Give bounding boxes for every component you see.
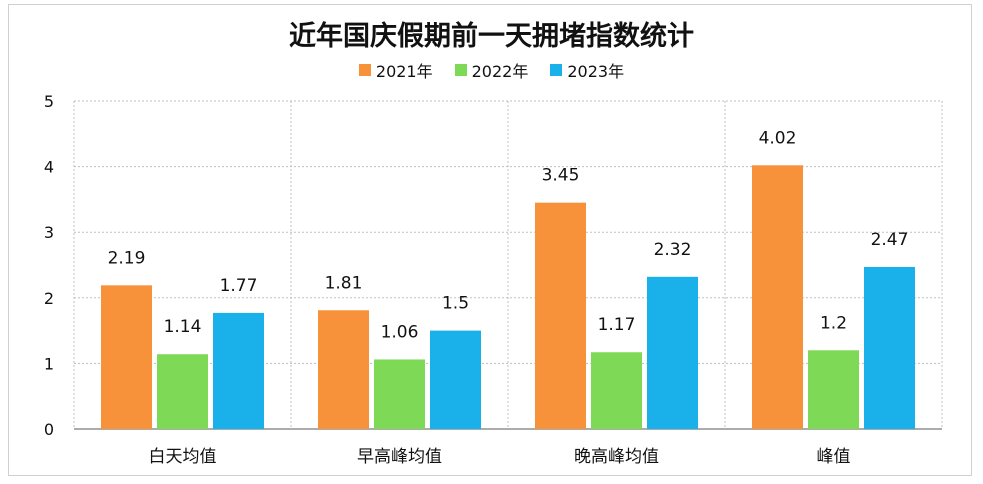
legend-swatch-2021 <box>358 64 371 76</box>
bars-layer <box>101 165 915 429</box>
data-label: 2.47 <box>871 230 909 250</box>
bar-2022年-晚高峰均值 <box>591 352 642 429</box>
bar-2023年-峰值 <box>864 266 915 429</box>
legend-swatch-2023 <box>550 64 563 76</box>
y-tick-label: 5 <box>44 92 54 111</box>
x-category-label: 晚高峰均值 <box>574 447 659 467</box>
y-tick-label: 4 <box>44 158 54 177</box>
data-label: 1.5 <box>442 294 469 314</box>
legend-item-2022: 2022年 <box>454 58 529 82</box>
y-tick-label: 0 <box>44 420 54 439</box>
bar-2022年-峰值 <box>808 350 859 429</box>
y-tick-label: 3 <box>44 223 54 242</box>
bar-2023年-晚高峰均值 <box>647 276 698 429</box>
data-label: 2.32 <box>654 240 692 260</box>
bar-2022年-白天均值 <box>157 354 208 429</box>
labels-layer: 0 1 2 3 4 5 2.19 1.14 1.77 白天均值 1.81 1.06 1.5 早高峰均值 3.… <box>44 92 909 467</box>
bar-2022年-早高峰均值 <box>374 359 425 429</box>
bar-2023年-早高峰均值 <box>430 330 481 429</box>
x-category-label: 早高峰均值 <box>357 447 442 467</box>
x-category-label: 白天均值 <box>149 447 217 467</box>
data-label: 1.17 <box>598 315 636 335</box>
bar-2021年-白天均值 <box>101 285 152 429</box>
data-label: 4.02 <box>759 128 797 148</box>
legend-label-2022: 2022年 <box>471 62 529 81</box>
bar-2021年-峰值 <box>752 165 803 429</box>
bar-2023年-白天均值 <box>213 312 264 429</box>
legend-item-2023: 2023年 <box>550 58 624 82</box>
data-label: 1.77 <box>220 276 258 296</box>
data-label: 1.81 <box>325 273 363 293</box>
bar-2021年-晚高峰均值 <box>535 202 586 429</box>
data-label: 1.06 <box>381 322 419 342</box>
data-label: 2.19 <box>108 248 146 268</box>
y-tick-label: 1 <box>44 354 54 373</box>
y-tick-label: 2 <box>44 289 54 308</box>
legend-swatch-2022 <box>454 64 467 76</box>
data-label: 1.14 <box>164 317 202 337</box>
legend-label-2021: 2021年 <box>375 62 433 81</box>
legend-item-2021: 2021年 <box>358 58 433 82</box>
chart-title: 近年国庆假期前一天拥堵指数统计 <box>289 21 694 52</box>
legend-label-2023: 2023年 <box>567 62 625 81</box>
data-label: 1.2 <box>820 313 847 333</box>
x-category-label: 峰值 <box>817 447 851 467</box>
bar-2021年-早高峰均值 <box>318 310 369 429</box>
data-label: 3.45 <box>542 166 580 186</box>
legend: 2021年 2022年 2023年 <box>0 58 983 82</box>
